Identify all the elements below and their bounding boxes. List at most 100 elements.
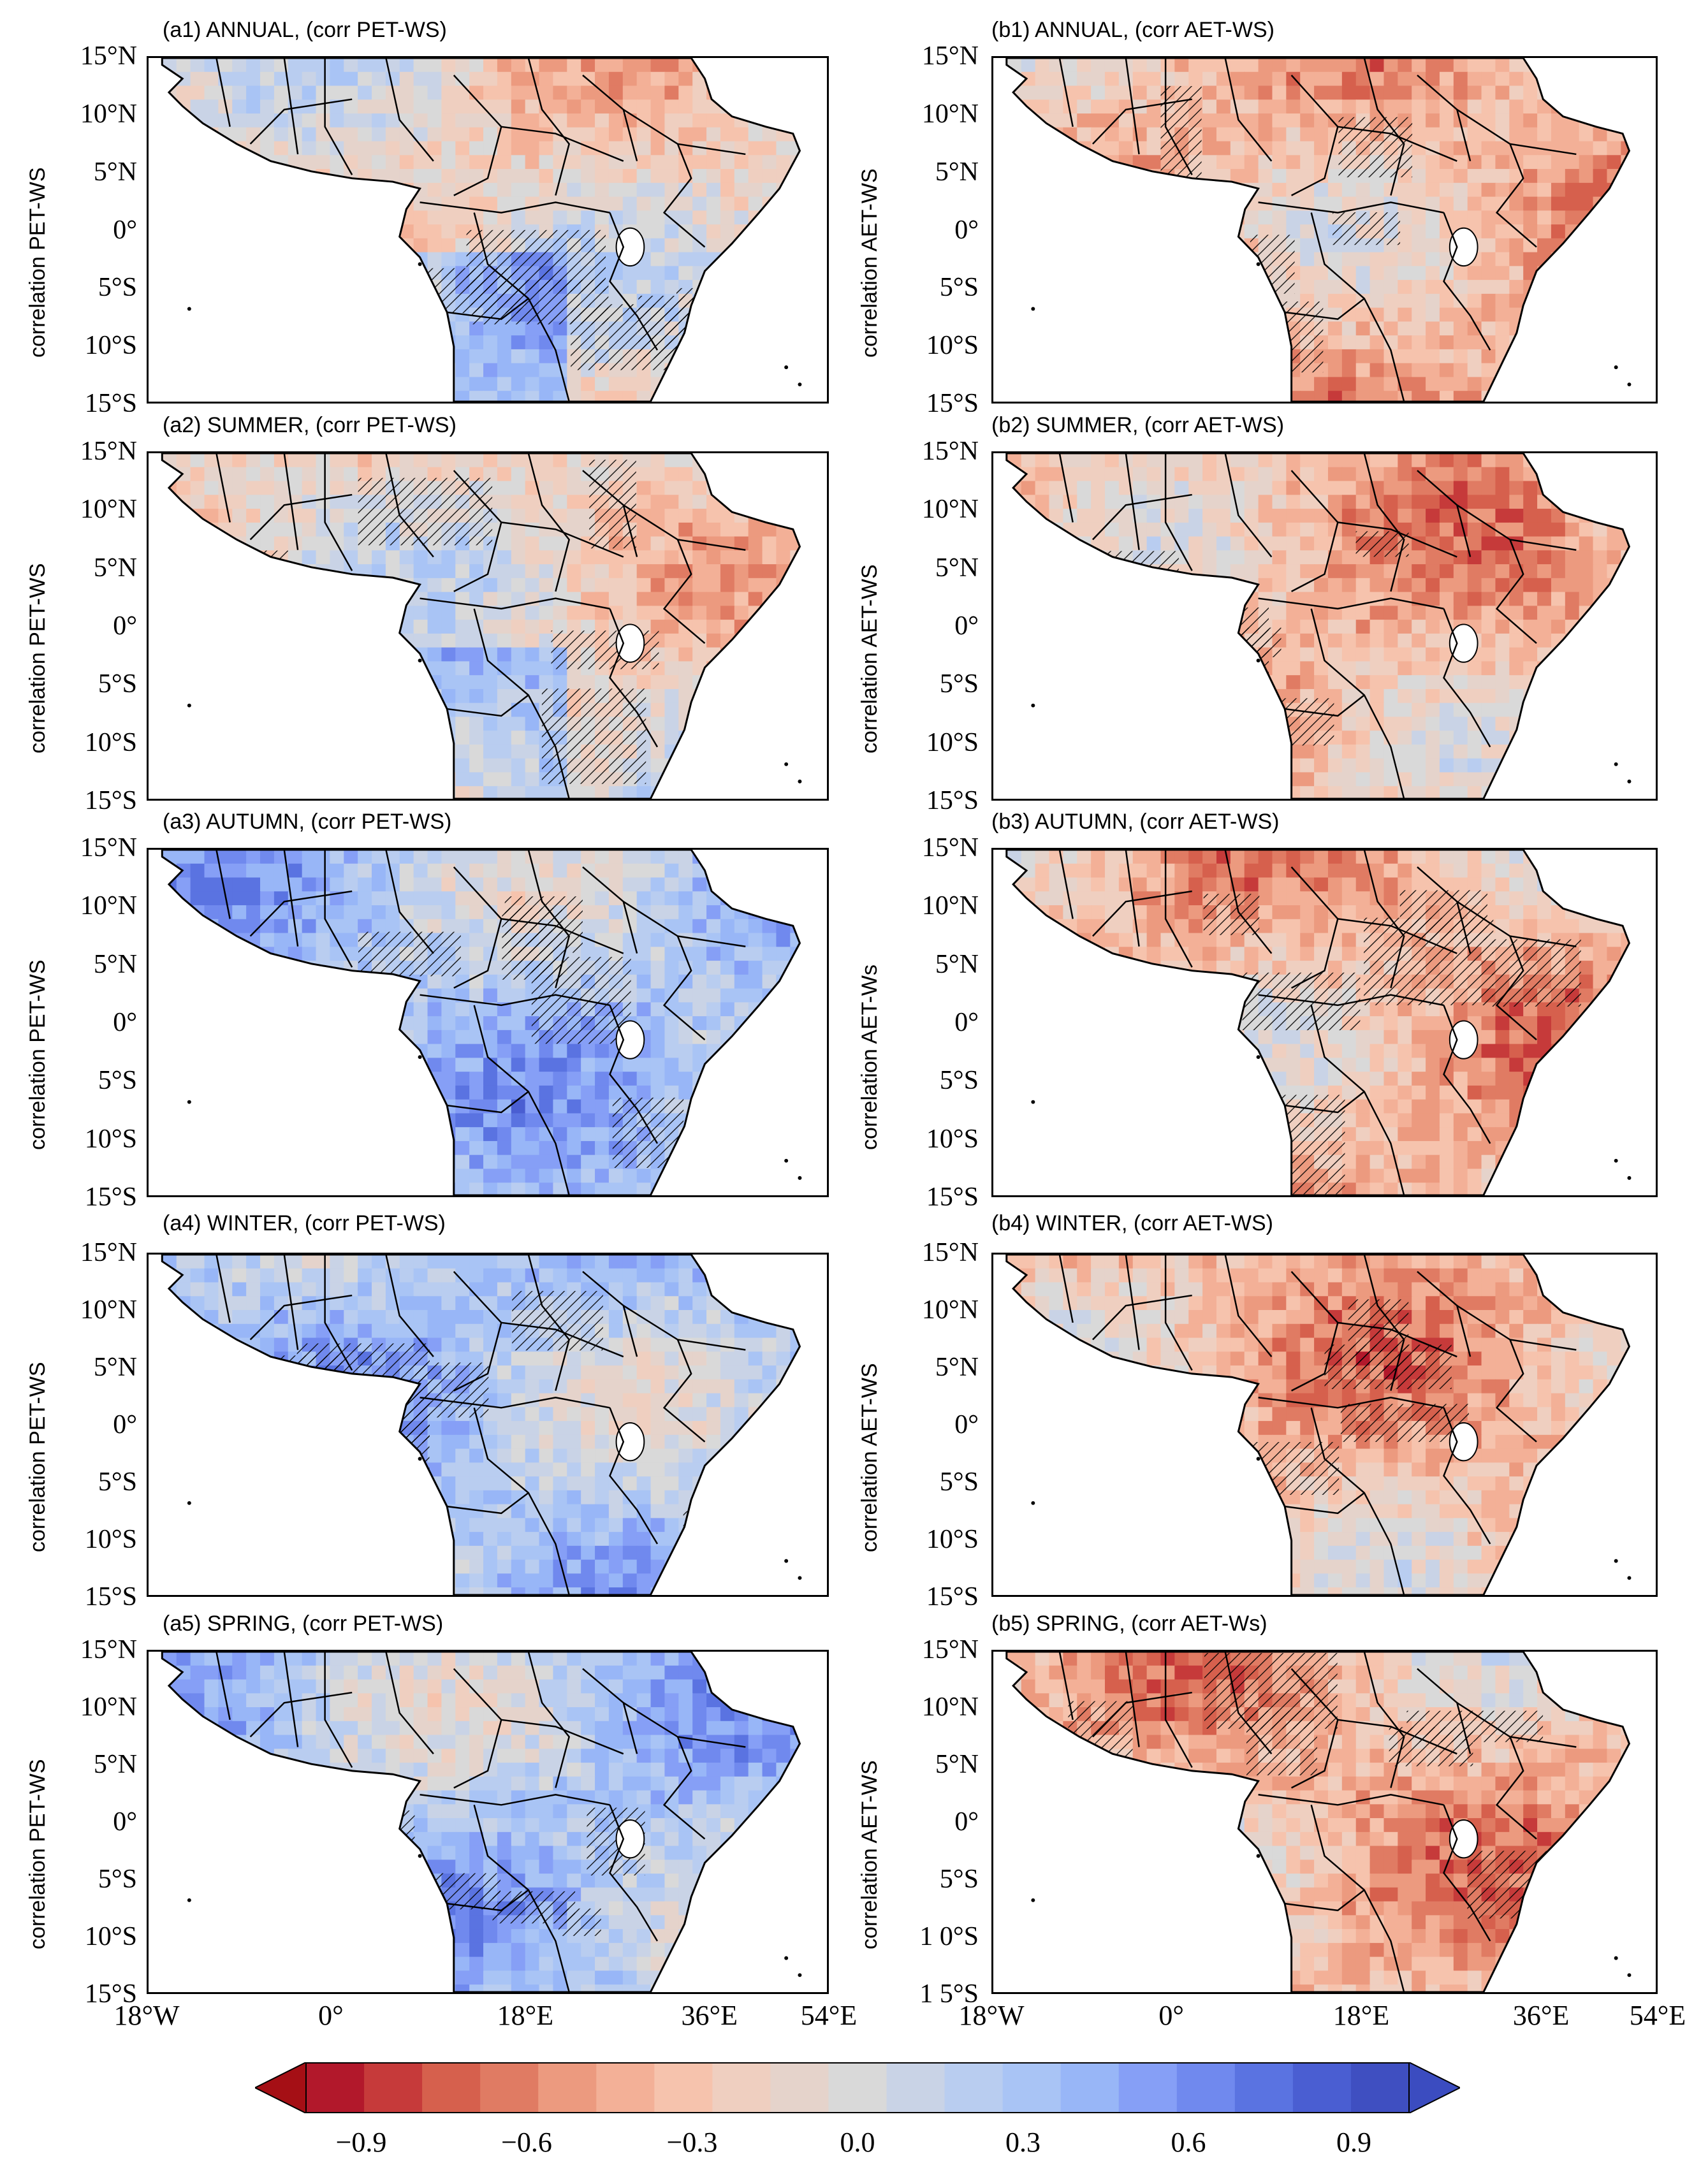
lat-label: 15°N bbox=[80, 833, 137, 863]
island bbox=[798, 1973, 802, 1977]
significance-hatching bbox=[1389, 1727, 1473, 1766]
country-border bbox=[1495, 1736, 1537, 1840]
significance-hatching bbox=[1160, 86, 1202, 180]
country-border bbox=[1290, 1270, 1339, 1392]
island bbox=[1031, 1898, 1035, 1902]
y-axis-label-b5: correlation AET-WS bbox=[858, 1760, 882, 1949]
country-border bbox=[1310, 608, 1405, 799]
panel-title-b2: (b2) SUMMER, (corr AET-WS) bbox=[991, 413, 1285, 437]
significance-hatching bbox=[612, 1097, 684, 1168]
panel-title-a2: (a2) SUMMER, (corr PET-WS) bbox=[163, 413, 456, 437]
country-border bbox=[662, 143, 706, 248]
country-border bbox=[1495, 143, 1537, 248]
lat-label: 15°S bbox=[926, 389, 979, 418]
y-axis-label-a4: correlation PET-WS bbox=[26, 1362, 50, 1552]
island bbox=[784, 1956, 789, 1960]
country-border bbox=[623, 108, 746, 156]
lon-label: 18°W bbox=[958, 2000, 1025, 2031]
significance-hatching bbox=[589, 460, 636, 549]
country-border bbox=[1495, 539, 1537, 644]
country-border bbox=[1164, 1255, 1193, 1371]
country-border bbox=[1058, 453, 1074, 523]
colorbar-segment bbox=[1002, 2062, 1062, 2113]
lat-label: 10°S bbox=[84, 331, 137, 361]
country-border bbox=[283, 1255, 299, 1350]
country-border bbox=[582, 470, 638, 557]
lat-label: 10°S bbox=[84, 1124, 137, 1154]
significance-hatching bbox=[363, 1873, 500, 1910]
country-border bbox=[215, 58, 231, 127]
lat-label: 0° bbox=[954, 1807, 979, 1837]
island bbox=[1614, 762, 1618, 766]
significance-hatching bbox=[296, 1343, 430, 1443]
panel-title-b4: (b4) WINTER, (corr AET-WS) bbox=[991, 1211, 1273, 1235]
country-border bbox=[1258, 994, 1444, 1007]
country-border bbox=[1456, 1305, 1577, 1351]
country-border bbox=[1310, 1804, 1405, 1992]
country-border bbox=[623, 1702, 746, 1748]
country-border bbox=[1224, 1255, 1273, 1357]
island bbox=[187, 307, 191, 311]
lat-label: 15°N bbox=[921, 833, 979, 863]
panel-title-b3: (b3) AUTUMN, (corr AET-WS) bbox=[991, 810, 1280, 834]
colorbar-tick-label: 0.3 bbox=[1005, 2127, 1040, 2158]
lake-victoria bbox=[1449, 1422, 1479, 1462]
significance-hatching bbox=[1364, 917, 1494, 1005]
significance-hatching bbox=[1083, 1102, 1174, 1173]
country-border bbox=[609, 212, 659, 351]
lat-label: 15°S bbox=[926, 786, 979, 815]
y-axis-label-a5: correlation PET-WS bbox=[26, 1759, 50, 1949]
significance-hatching bbox=[264, 1422, 356, 1458]
y-axis-label-b1: correlation AET-WS bbox=[858, 168, 882, 358]
lake-victoria bbox=[615, 623, 645, 663]
country-border bbox=[215, 850, 231, 919]
island bbox=[187, 1898, 191, 1902]
lat-label: 10°N bbox=[80, 99, 137, 129]
lat-label: 0° bbox=[113, 1410, 137, 1439]
country-border bbox=[447, 298, 529, 320]
colorbar-extend-low bbox=[255, 2062, 307, 2113]
lat-label: 5°S bbox=[98, 669, 137, 699]
colorbar-segment bbox=[1176, 2062, 1236, 2113]
significance-hatching bbox=[358, 1845, 398, 1920]
lat-label: 15°N bbox=[921, 1635, 979, 1664]
island bbox=[418, 262, 422, 266]
colorbar-segment bbox=[1060, 2062, 1120, 2113]
colorbar-segment bbox=[538, 2062, 597, 2113]
country-border bbox=[1290, 470, 1339, 592]
lat-label: 5°N bbox=[935, 553, 979, 583]
country-border bbox=[1092, 1294, 1192, 1341]
country-border bbox=[420, 994, 610, 1007]
lat-label: 10°N bbox=[921, 495, 979, 525]
island bbox=[187, 703, 191, 708]
country-border bbox=[501, 1321, 624, 1358]
coastline bbox=[1005, 453, 1631, 799]
lake-victoria bbox=[615, 1020, 645, 1059]
country-border bbox=[527, 850, 571, 989]
lake-victoria bbox=[615, 1422, 645, 1462]
country-border bbox=[1284, 694, 1365, 717]
panel-title-a4: (a4) WINTER, (corr PET-WS) bbox=[163, 1211, 446, 1235]
lat-label: 10°N bbox=[921, 1295, 979, 1325]
lat-label: 5°N bbox=[93, 949, 137, 979]
country-border bbox=[420, 1794, 610, 1806]
colorbar-segment bbox=[1234, 2062, 1294, 2113]
lat-label: 10°S bbox=[84, 1922, 137, 1951]
island bbox=[1256, 1854, 1260, 1858]
country-border bbox=[501, 1719, 624, 1755]
country-border bbox=[215, 1255, 231, 1323]
lat-label: 15°S bbox=[84, 1582, 137, 1612]
significance-hatching bbox=[1324, 1344, 1452, 1389]
country-border bbox=[1258, 1397, 1444, 1409]
lat-label: 15°S bbox=[84, 1183, 137, 1212]
colorbar-segment bbox=[654, 2062, 713, 2113]
significance-hatching bbox=[512, 1291, 603, 1351]
lon-label: 36°E bbox=[681, 2000, 738, 2031]
island bbox=[1031, 307, 1035, 311]
coastline bbox=[161, 453, 801, 799]
y-axis-label-a1: correlation PET-WS bbox=[26, 166, 50, 358]
lake-victoria bbox=[615, 1819, 645, 1859]
country-border bbox=[1310, 1407, 1405, 1595]
country-border bbox=[623, 901, 746, 947]
country-border bbox=[501, 521, 624, 558]
